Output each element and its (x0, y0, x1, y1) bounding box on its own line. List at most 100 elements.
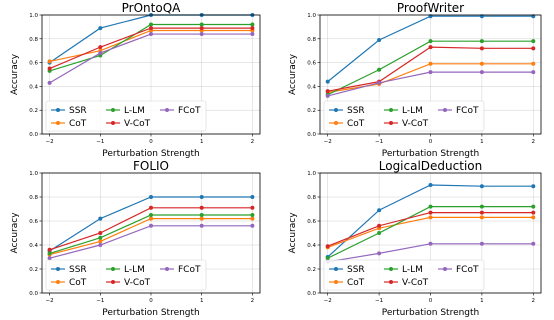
data-point-v-cot (479, 210, 484, 215)
data-point-l-lm (47, 251, 52, 256)
legend-label-fcot: FCoT (456, 106, 479, 116)
legend-label-fcot: FCoT (178, 265, 201, 275)
legend-label-l-lm: L-LM (402, 265, 423, 275)
data-point-l-lm (149, 22, 153, 27)
legend-marker-ssr (56, 108, 60, 112)
data-point-cot (531, 61, 536, 66)
data-point-ssr (531, 184, 536, 189)
y-tick-label: 1.0 (307, 13, 316, 19)
plot-frame (319, 14, 542, 135)
legend-marker-cot (56, 121, 60, 125)
data-point-fcot (377, 251, 382, 256)
y-tick-label: 0.6 (29, 219, 38, 225)
legend-label-cot: CoT (69, 119, 87, 129)
y-tick-label: 0.6 (307, 219, 316, 225)
data-point-v-cot (199, 205, 204, 210)
data-point-v-cot (98, 45, 103, 50)
y-tick-label: 0.2 (29, 267, 38, 273)
x-tick-label: 1 (200, 298, 204, 304)
data-point-cot (479, 61, 484, 66)
data-point-cot (479, 215, 484, 220)
data-point-fcot (149, 223, 153, 228)
y-tick-label: 0.0 (307, 291, 316, 297)
data-point-cot (199, 216, 204, 221)
legend-label-v-cot: V-CoT (124, 278, 151, 288)
data-point-ssr (98, 216, 103, 221)
y-tick-label: 0.2 (307, 267, 316, 273)
x-tick-label: 2 (251, 298, 255, 304)
data-point-fcot (325, 93, 330, 98)
legend-marker-ssr (56, 267, 60, 271)
plot-frame (41, 172, 261, 294)
data-point-fcot (149, 32, 153, 37)
chart-title: LogicalDeduction (379, 159, 482, 173)
chart-title: FOLIO (133, 159, 169, 173)
legend-marker-v-cot (389, 121, 393, 125)
data-point-ssr (149, 195, 153, 199)
data-point-v-cot (531, 210, 536, 215)
legend-label-ssr: SSR (347, 106, 365, 116)
legend-label-l-lm: L-LM (402, 106, 423, 116)
legend-label-l-lm: L-LM (124, 265, 145, 275)
legend-label-ssr: SSR (347, 265, 365, 275)
chart-panel-proofwriter: 0.0 0.2 0.4 0.6 0.8 1.0 −2 −1 0 1 2 ProofWriter Pert… (288, 1, 542, 159)
y-tick-label: 0.2 (307, 108, 316, 114)
data-point-v-cot (428, 45, 433, 50)
chart-panel-logicaldeduction: 0.0 0.2 0.4 0.6 0.8 1.0 −2 −1 0 1 2 LogicalDeductio… (288, 159, 542, 318)
x-tick-label: −1 (96, 139, 104, 145)
legend-marker-ssr (334, 267, 338, 271)
data-point-l-lm (428, 204, 433, 209)
x-tick-label: −2 (46, 298, 54, 304)
data-point-fcot (47, 80, 52, 85)
data-point-cot (428, 61, 433, 66)
y-tick-label: 0.6 (29, 61, 38, 67)
legend-marker-fcot (443, 267, 447, 271)
x-tick-label: −1 (375, 298, 383, 304)
legend-marker-l-lm (389, 267, 393, 271)
chart-title: ProofWriter (397, 1, 464, 15)
legend-label-l-lm: L-LM (124, 106, 145, 116)
data-point-ssr (199, 195, 204, 199)
data-point-l-lm (377, 231, 382, 235)
data-point-ssr (428, 183, 433, 187)
y-tick-label: 1.0 (307, 171, 316, 177)
legend-label-v-cot: V-CoT (124, 119, 151, 129)
x-tick-label: 1 (480, 298, 484, 304)
y-tick-label: 0.4 (29, 243, 38, 249)
legend-marker-cot (334, 121, 338, 125)
data-point-ssr (98, 26, 103, 31)
legend-marker-cot (334, 280, 338, 284)
legend-label-cot: CoT (347, 278, 365, 288)
legend-label-v-cot: V-CoT (402, 278, 429, 288)
legend-marker-l-lm (111, 267, 115, 271)
data-point-l-lm (428, 39, 433, 44)
data-point-l-lm (98, 235, 103, 240)
legend-label-ssr: SSR (69, 106, 87, 116)
legend-marker-v-cot (389, 280, 393, 284)
y-tick-label: 0.4 (307, 84, 316, 90)
x-tick-label: −2 (324, 139, 332, 145)
data-point-v-cot (250, 205, 255, 210)
y-tick-label: 1.0 (29, 171, 38, 177)
data-point-fcot (47, 256, 52, 261)
y-axis-label: Accuracy (288, 53, 298, 95)
legend-marker-v-cot (111, 121, 115, 125)
data-point-ssr (250, 195, 255, 199)
data-point-l-lm (199, 22, 204, 27)
y-tick-label: 0.0 (29, 291, 38, 297)
data-point-l-lm (325, 256, 330, 261)
y-tick-label: 0.0 (307, 132, 316, 138)
data-point-l-lm (531, 39, 536, 44)
legend-marker-fcot (165, 267, 169, 271)
data-point-v-cot (479, 46, 484, 51)
data-point-ssr (325, 79, 330, 84)
x-tick-label: 0 (429, 139, 433, 145)
x-axis-label: Perturbation Strength (382, 149, 480, 159)
data-point-cot (149, 216, 153, 221)
plot-frame (319, 172, 542, 294)
legend-marker-ssr (334, 108, 338, 112)
y-tick-label: 1.0 (29, 13, 38, 19)
data-point-fcot (531, 241, 536, 246)
legend-label-fcot: FCoT (456, 265, 479, 275)
data-point-fcot (98, 243, 103, 247)
